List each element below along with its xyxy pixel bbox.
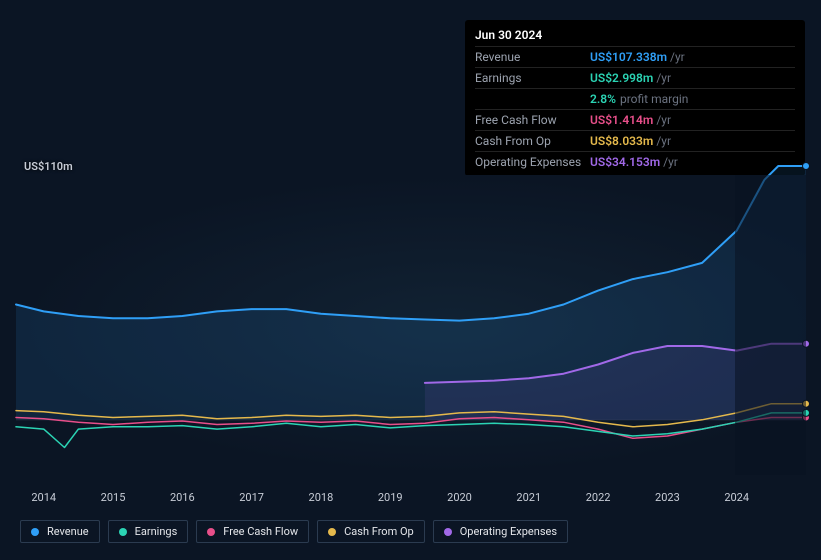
tooltip-row-unit: /yr	[663, 153, 678, 171]
tooltip-row-label	[475, 90, 590, 108]
tooltip-row-label: Free Cash Flow	[475, 111, 590, 129]
x-axis-year-2022: 2022	[586, 491, 611, 504]
chart-plot-area[interactable]	[16, 175, 806, 475]
tooltip-date: Jun 30 2024	[475, 26, 795, 44]
tooltip-row-value: US$34.153m	[590, 153, 660, 171]
legend-item-fcf[interactable]: Free Cash Flow	[196, 520, 309, 543]
tooltip-row-value: US$1.414m	[590, 111, 653, 129]
tooltip-row-revenue: RevenueUS$107.338m /yr	[475, 46, 795, 67]
tooltip-row-label: Cash From Op	[475, 132, 590, 150]
tooltip-row-opex: Operating ExpensesUS$34.153m /yr	[475, 151, 795, 172]
legend-dot-icon	[328, 528, 336, 536]
x-axis-year-2016: 2016	[170, 491, 195, 504]
tooltip-row-value: US$107.338m	[590, 48, 667, 66]
tooltip-margin-label: profit margin	[620, 90, 688, 108]
tooltip-row-unit: /yr	[656, 132, 671, 150]
chart-legend: Revenue Earnings Free Cash Flow Cash From O…	[20, 520, 568, 543]
future-dim-band	[735, 175, 806, 475]
x-axis-year-2023: 2023	[655, 491, 680, 504]
x-axis-year-2015: 2015	[101, 491, 126, 504]
tooltip-row-fcf: Free Cash FlowUS$1.414m /yr	[475, 109, 795, 130]
x-axis-year-2024: 2024	[724, 491, 749, 504]
chart-svg	[16, 175, 806, 475]
series-endpoint-revenue	[803, 163, 810, 170]
x-axis-year-2019: 2019	[378, 491, 403, 504]
legend-dot-icon	[207, 528, 215, 536]
legend-label: Operating Expenses	[460, 525, 557, 538]
tooltip-row-cfo: Cash From OpUS$8.033m /yr	[475, 130, 795, 151]
legend-item-cfo[interactable]: Cash From Op	[317, 520, 425, 543]
x-axis-year-2017: 2017	[239, 491, 264, 504]
series-line-fcf	[16, 418, 806, 439]
tooltip-row-earnings: EarningsUS$2.998m /yr	[475, 67, 795, 88]
legend-label: Free Cash Flow	[223, 525, 298, 538]
legend-label: Cash From Op	[344, 525, 414, 538]
tooltip-row-unit: /yr	[670, 48, 685, 66]
tooltip-row-value: US$2.998m	[590, 69, 653, 87]
chart-root: Jun 30 2024 RevenueUS$107.338m /yrEarnin…	[0, 0, 821, 560]
tooltip-rows: RevenueUS$107.338m /yrEarningsUS$2.998m …	[475, 46, 795, 172]
y-axis-label-top: US$110m	[24, 160, 73, 173]
tooltip-row-value: US$8.033m	[590, 132, 653, 150]
x-axis-year-2021: 2021	[516, 491, 541, 504]
legend-dot-icon	[444, 528, 452, 536]
legend-item-revenue[interactable]: Revenue	[20, 520, 100, 543]
legend-dot-icon	[119, 528, 127, 536]
tooltip-row-label: Operating Expenses	[475, 153, 590, 171]
legend-label: Earnings	[135, 525, 178, 538]
x-axis-year-2018: 2018	[309, 491, 334, 504]
legend-item-earnings[interactable]: Earnings	[108, 520, 189, 543]
tooltip-row-unit: /yr	[656, 111, 671, 129]
x-axis-year-2014: 2014	[31, 491, 56, 504]
tooltip-row-label: Earnings	[475, 69, 590, 87]
tooltip-row-value: 2.8%	[590, 90, 616, 108]
legend-item-opex[interactable]: Operating Expenses	[433, 520, 568, 543]
x-axis-year-2020: 2020	[447, 491, 472, 504]
tooltip-panel: Jun 30 2024 RevenueUS$107.338m /yrEarnin…	[465, 20, 805, 176]
tooltip-row-unit: /yr	[656, 69, 671, 87]
legend-label: Revenue	[47, 525, 89, 538]
tooltip-row-profit_margin: 2.8%profit margin	[475, 88, 795, 109]
tooltip-row-label: Revenue	[475, 48, 590, 66]
legend-dot-icon	[31, 528, 39, 536]
